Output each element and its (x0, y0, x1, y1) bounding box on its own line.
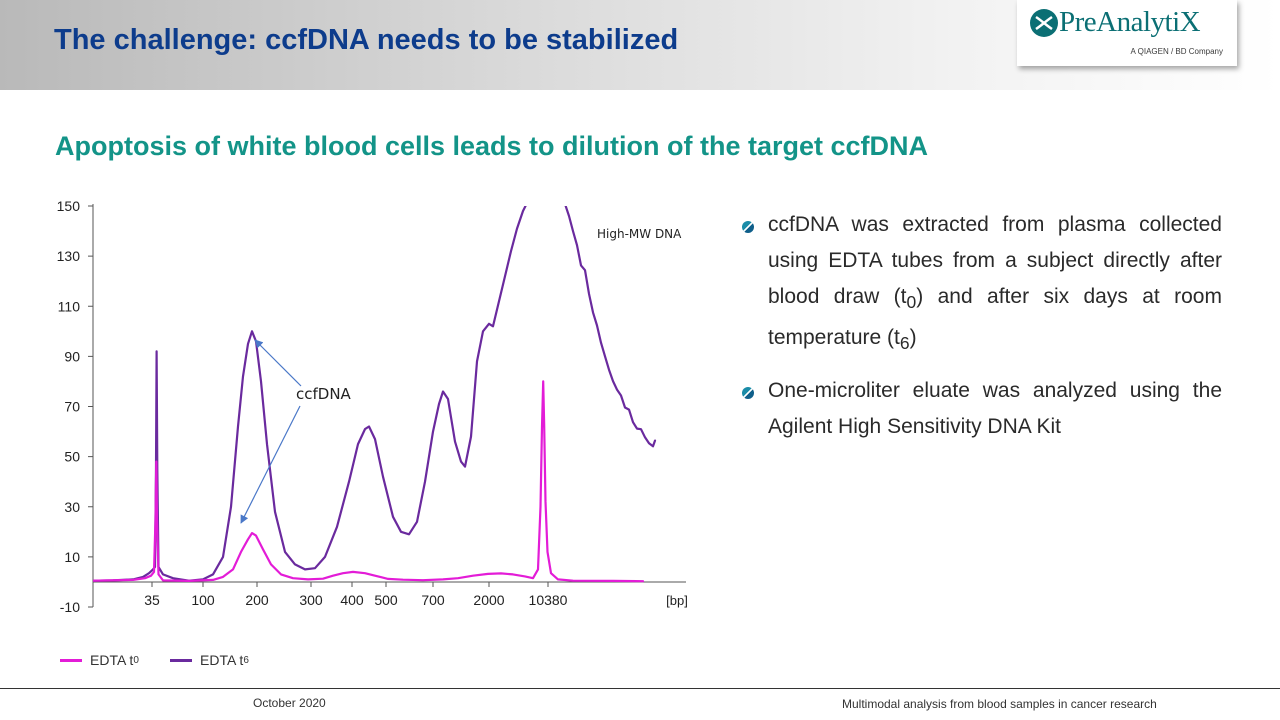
high-mw-dna-label: High-MW DNA (597, 227, 682, 241)
bullet-item: One-microliter eluate was analyzed using… (742, 373, 1222, 445)
bullet-list: ccfDNA was extracted from plasma collect… (742, 207, 1222, 457)
x-tick-label: 35 (144, 592, 160, 608)
x-tick-label: 500 (374, 592, 398, 608)
x-tick-label: 200 (245, 592, 269, 608)
y-tick-label: 10 (64, 549, 80, 565)
bullet-icon (742, 387, 754, 400)
footer-caption: Multimodal analysis from blood samples i… (842, 697, 1157, 711)
electropherogram-chart: 150 130 110 90 70 50 30 10 -10 35 100 200 300 400 500 7… (57, 198, 688, 615)
y-tick-label: 70 (64, 399, 80, 415)
y-tick-label: 150 (57, 198, 81, 214)
y-tick-label: -10 (60, 599, 80, 615)
y-tick-label: 110 (58, 298, 81, 314)
y-tick-label: 90 (64, 348, 80, 364)
y-tick-label: 30 (64, 499, 80, 515)
legend-swatch (170, 658, 192, 662)
dna-helix-icon (1030, 9, 1058, 37)
legend-swatch (60, 658, 82, 662)
ccfdna-annotation-label: ccfDNA (296, 385, 352, 403)
x-tick-label: 700 (421, 592, 445, 608)
x-axis-unit-label: [bp] (666, 593, 688, 608)
annotation-arrow (240, 405, 301, 524)
y-tick-label: 50 (64, 449, 80, 465)
bullet-item: ccfDNA was extracted from plasma collect… (742, 207, 1222, 361)
x-tick-label: 2000 (473, 592, 504, 608)
annotation-arrow (254, 339, 302, 387)
slide-title: The challenge: ccfDNA needs to be stabil… (54, 24, 679, 56)
x-tick-label: 400 (340, 592, 364, 608)
series-line-edta-t6 (93, 206, 657, 582)
x-tick-label: 10380 (529, 592, 568, 608)
company-logo: PreAnalytiX A QIAGEN / BD Company (1017, 0, 1237, 66)
x-tick-label: 100 (191, 592, 215, 608)
footer-date: October 2020 (253, 696, 326, 710)
bullet-icon (742, 221, 754, 233)
logo-wordmark: PreAnalytiX (1059, 6, 1201, 38)
series-line-edta-t0 (93, 380, 645, 583)
x-tick-label: 300 (299, 592, 323, 608)
y-tick-label: 130 (57, 248, 81, 264)
logo-tagline: A QIAGEN / BD Company (1130, 47, 1223, 56)
slide-subtitle: Apoptosis of white blood cells leads to … (55, 131, 929, 161)
footer-divider (0, 688, 1280, 689)
